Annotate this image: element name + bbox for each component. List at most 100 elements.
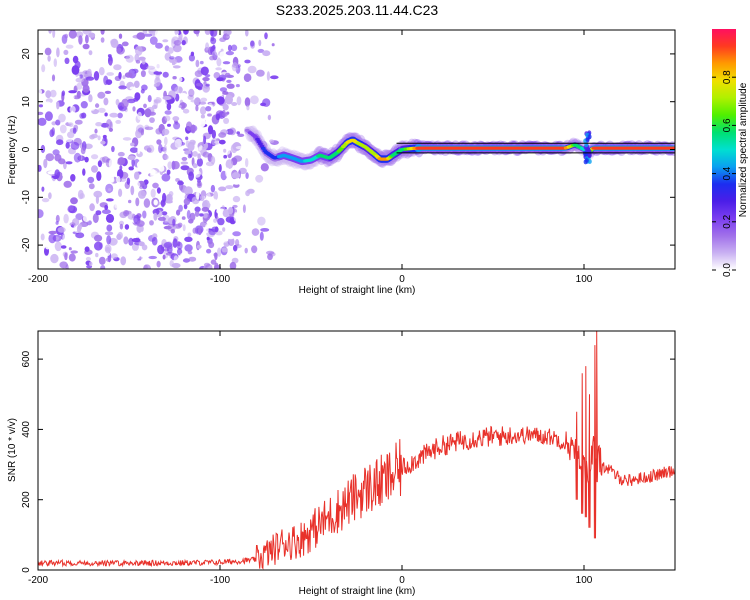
noise-speckle — [176, 241, 183, 250]
noise-speckle — [91, 165, 98, 173]
noise-speckle — [233, 181, 240, 185]
noise-speckle — [166, 169, 171, 175]
noise-speckle — [136, 32, 146, 40]
noise-speckle — [137, 146, 141, 155]
noise-speckle — [128, 199, 132, 204]
noise-speckle — [118, 85, 127, 90]
noise-speckle — [260, 228, 270, 232]
noise-speckle — [213, 72, 221, 79]
noise-speckle — [183, 203, 188, 210]
noise-speckle — [75, 213, 83, 221]
noise-speckle — [187, 141, 195, 152]
noise-speckle — [97, 91, 106, 99]
noise-speckle — [54, 169, 60, 179]
noise-speckle — [167, 47, 174, 54]
noise-speckle — [250, 95, 259, 105]
noise-speckle — [229, 261, 237, 269]
spectrogram-xtick-label: 0 — [399, 274, 405, 285]
noise-speckle — [63, 49, 69, 56]
noise-speckle — [94, 128, 98, 134]
noise-speckle — [211, 137, 219, 146]
noise-speckle — [116, 47, 122, 54]
noise-speckle — [161, 211, 168, 216]
noise-speckle — [44, 101, 51, 106]
noise-speckle — [100, 140, 106, 145]
noise-speckle — [58, 113, 66, 123]
noise-speckle — [195, 83, 202, 87]
noise-speckle — [210, 36, 215, 42]
noise-speckle — [251, 245, 258, 254]
noise-speckle — [198, 146, 203, 151]
noise-speckle — [226, 83, 235, 89]
noise-speckle — [104, 90, 112, 94]
noise-speckle — [153, 212, 158, 221]
noise-speckle — [231, 44, 238, 52]
noise-speckle — [167, 161, 173, 170]
noise-speckle — [183, 30, 189, 35]
noise-speckle — [270, 75, 279, 80]
noise-speckle — [245, 172, 249, 180]
noise-speckle — [108, 158, 114, 169]
noise-speckle — [139, 231, 145, 240]
noise-speckle — [202, 213, 208, 219]
noise-speckle — [76, 82, 83, 90]
noise-speckle — [44, 111, 53, 122]
noise-speckle — [117, 151, 125, 157]
noise-speckle — [214, 264, 221, 269]
noise-speckle — [183, 198, 191, 206]
noise-speckle — [188, 256, 197, 262]
noise-speckle — [38, 117, 47, 126]
noise-speckle — [103, 97, 109, 106]
spectrogram-ylabel: Frequency (Hz) — [7, 116, 18, 185]
noise-speckle — [94, 241, 103, 251]
noise-speckle — [89, 203, 95, 212]
ridge-spread — [586, 147, 591, 153]
noise-speckle — [255, 174, 264, 183]
noise-speckle — [199, 194, 205, 202]
noise-speckle — [171, 262, 181, 269]
noise-speckle — [64, 57, 70, 64]
noise-speckle — [200, 106, 207, 115]
noise-speckle — [228, 127, 236, 136]
noise-speckle — [185, 136, 189, 141]
noise-speckle — [199, 60, 204, 65]
noise-speckle — [225, 185, 234, 190]
noise-speckle — [129, 147, 139, 154]
snr-ytick-label: 400 — [21, 421, 32, 438]
noise-speckle — [226, 79, 232, 83]
noise-speckle — [124, 224, 130, 230]
noise-speckle — [182, 258, 191, 263]
noise-speckle — [85, 256, 91, 262]
noise-speckle — [149, 86, 157, 91]
noise-speckle — [164, 52, 171, 61]
noise-speckle — [184, 236, 193, 242]
noise-speckle — [172, 44, 182, 53]
noise-speckle — [104, 204, 109, 211]
noise-speckle — [147, 144, 155, 154]
noise-speckle — [216, 57, 222, 67]
noise-speckle — [230, 188, 236, 195]
noise-speckle — [44, 47, 52, 56]
noise-speckle — [219, 37, 227, 42]
noise-speckle — [104, 112, 108, 117]
noise-speckle — [194, 206, 201, 213]
snr-plot-area — [38, 331, 675, 570]
noise-speckle — [271, 43, 275, 47]
noise-speckle — [173, 255, 179, 263]
reference-lines — [396, 142, 675, 154]
noise-speckle — [85, 76, 95, 81]
noise-speckle — [43, 158, 48, 169]
noise-speckle — [60, 245, 67, 249]
noise-speckle — [76, 90, 82, 99]
noise-speckle — [148, 111, 156, 116]
noise-speckle — [237, 133, 245, 137]
noise-speckle — [222, 209, 230, 218]
noise-speckle — [225, 74, 234, 78]
noise-speckle — [164, 115, 171, 122]
noise-speckle — [182, 224, 186, 232]
noise-speckle — [154, 30, 162, 39]
noise-speckle — [227, 234, 235, 240]
noise-speckle — [93, 190, 103, 198]
